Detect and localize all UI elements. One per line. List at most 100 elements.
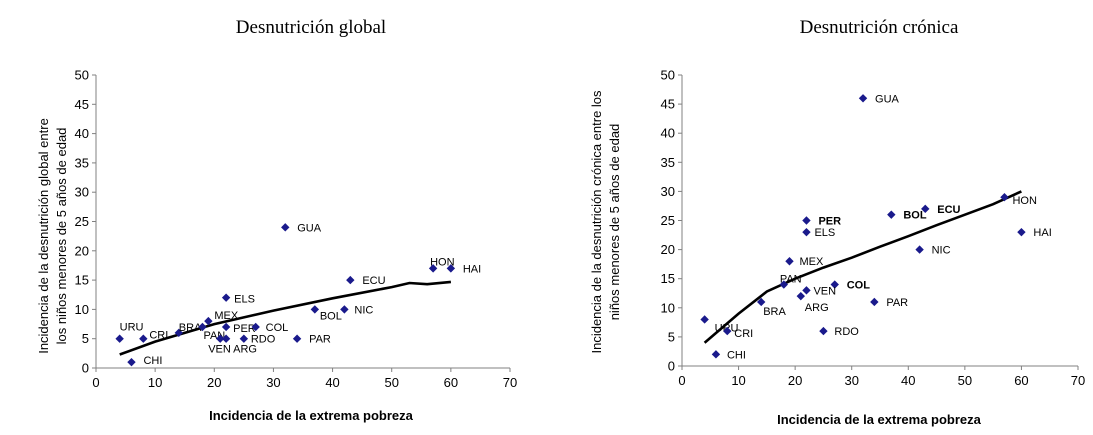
data-point-rdo [239, 334, 249, 343]
data-point-hon [1000, 193, 1009, 202]
data-point-nic [340, 305, 349, 314]
data-label-par: PAR [886, 297, 908, 309]
data-point-hai [1017, 227, 1026, 237]
data-point-gua [858, 94, 868, 103]
y-tick-label: 50 [75, 68, 89, 83]
data-label-col: COL [847, 280, 871, 292]
data-point-hon [428, 264, 438, 273]
x-tick-label: 30 [266, 375, 280, 390]
scatter-chart-global: Desnutrición global Incidencia de la des… [36, 17, 518, 423]
data-label-bol: BOL [903, 210, 927, 222]
data-point-mex [204, 316, 213, 326]
data-point-par [292, 334, 302, 343]
data-label-per: PER [818, 216, 841, 228]
data-point-bra [174, 328, 183, 338]
data-label-chi: CHI [143, 355, 162, 367]
data-point-uru [115, 334, 124, 343]
data-label-pan: PAN [780, 274, 802, 286]
x-tick-label: 70 [503, 375, 517, 390]
data-label-els: ELS [814, 227, 835, 239]
plot-area: 0 5 10 15 20 25 30 35 40 45 50 0 10 20 30 40 50 60 70 URU CR… [75, 68, 518, 391]
data-label-hon: HON [1012, 195, 1037, 207]
y-tick-label: 10 [661, 300, 675, 315]
y-tick-label: 25 [75, 214, 89, 229]
y-axis-label-line-2: niños menores de 5 años de edad [607, 124, 622, 321]
data-label-chi: CHI [727, 349, 746, 361]
chart-title: Desnutrición crónica [800, 17, 959, 38]
y-axis-label-line-2: los niños menores de 5 años de edad [54, 128, 69, 345]
y-tick-label: 0 [82, 361, 89, 376]
y-tick-label: 40 [661, 126, 675, 141]
y-tick-label: 35 [75, 155, 89, 170]
data-label-arg: ARG [805, 302, 829, 314]
y-tick-label: 0 [668, 359, 675, 374]
data-point-chi [711, 350, 721, 359]
y-tick-label: 25 [661, 213, 675, 228]
data-label-uru: URU [120, 322, 144, 334]
data-point-per [221, 322, 231, 332]
data-point-ven [802, 286, 811, 295]
x-tick-label: 50 [958, 373, 972, 388]
chart-desnutricion-global: Desnutrición global Incidencia de la des… [0, 0, 546, 430]
data-point-hai [446, 264, 456, 273]
data-point-per [802, 216, 811, 225]
y-axis-label: Incidencia de la desnutrición global ent… [36, 118, 69, 354]
data-point-par [870, 297, 879, 307]
y-tick-label: 30 [75, 185, 89, 200]
x-tick-label: 20 [788, 373, 802, 388]
data-label-ven: VEN [813, 285, 836, 297]
trend-line [119, 280, 452, 356]
data-label-rdo: RDO [834, 326, 859, 338]
data-label-per: PER [233, 323, 256, 335]
x-tick-label: 10 [731, 373, 745, 388]
data-label-ecu: ECU [362, 275, 385, 287]
x-tick-label: 20 [207, 375, 221, 390]
x-tick-label: 30 [844, 373, 858, 388]
y-tick-label: 15 [75, 273, 89, 288]
y-tick-label: 45 [661, 97, 675, 112]
trend-line [703, 190, 1022, 344]
y-tick-label: 20 [661, 242, 675, 257]
data-label-nic: NIC [932, 245, 951, 257]
y-tick-label: 45 [75, 97, 89, 112]
y-tick-label: 30 [661, 184, 675, 199]
y-tick-label: 40 [75, 126, 89, 141]
data-point-cri [139, 334, 148, 343]
data-label-bra: BRA [179, 322, 202, 334]
x-axis-label: Incidencia de la extrema pobreza [777, 412, 982, 427]
data-label-col: COL [266, 322, 289, 334]
data-point-nic [915, 245, 924, 254]
data-label-gua: GUA [297, 222, 322, 234]
y-tick-label: 5 [82, 331, 89, 346]
data-label-bol: BOL [320, 310, 342, 322]
data-point-els [221, 293, 231, 302]
scatter-chart-cronica: Desnutrición crónica Incidencia de la de… [589, 17, 1085, 427]
data-label-par: PAR [309, 334, 331, 346]
data-point-mex [785, 257, 794, 266]
y-axis-label-line-1: Incidencia de la desnutrición crónica en… [589, 90, 604, 354]
x-tick-label: 40 [901, 373, 915, 388]
data-point-ven [216, 334, 225, 343]
data-label-ecu: ECU [937, 204, 960, 216]
data-label-els: ELS [234, 294, 255, 306]
data-point-ecu [346, 275, 355, 285]
x-tick-label: 0 [92, 375, 99, 390]
data-label-rdo: RDO [251, 334, 276, 346]
y-tick-label: 15 [661, 271, 675, 286]
data-label-mex: MEX [214, 310, 239, 322]
data-label-hai: HAI [463, 263, 481, 275]
x-tick-label: 10 [148, 375, 162, 390]
chart-title: Desnutrición global [236, 17, 386, 38]
data-point-pan [198, 322, 207, 332]
y-axis-label: Incidencia de la desnutrición crónica en… [589, 90, 622, 354]
data-point-gua [281, 223, 290, 232]
data-point-bol [310, 305, 320, 314]
y-axis-label-line-1: Incidencia de la desnutrición global ent… [36, 118, 51, 354]
data-label-hai: HAI [1033, 227, 1051, 239]
data-label-bra: BRA [763, 306, 786, 318]
chart-desnutricion-cronica: Desnutrición crónica Incidencia de la de… [546, 0, 1093, 430]
y-tick-label: 35 [661, 155, 675, 170]
y-tick-label: 50 [661, 68, 675, 83]
data-label-mex: MEX [799, 256, 824, 268]
data-label-gua: GUA [875, 93, 900, 105]
